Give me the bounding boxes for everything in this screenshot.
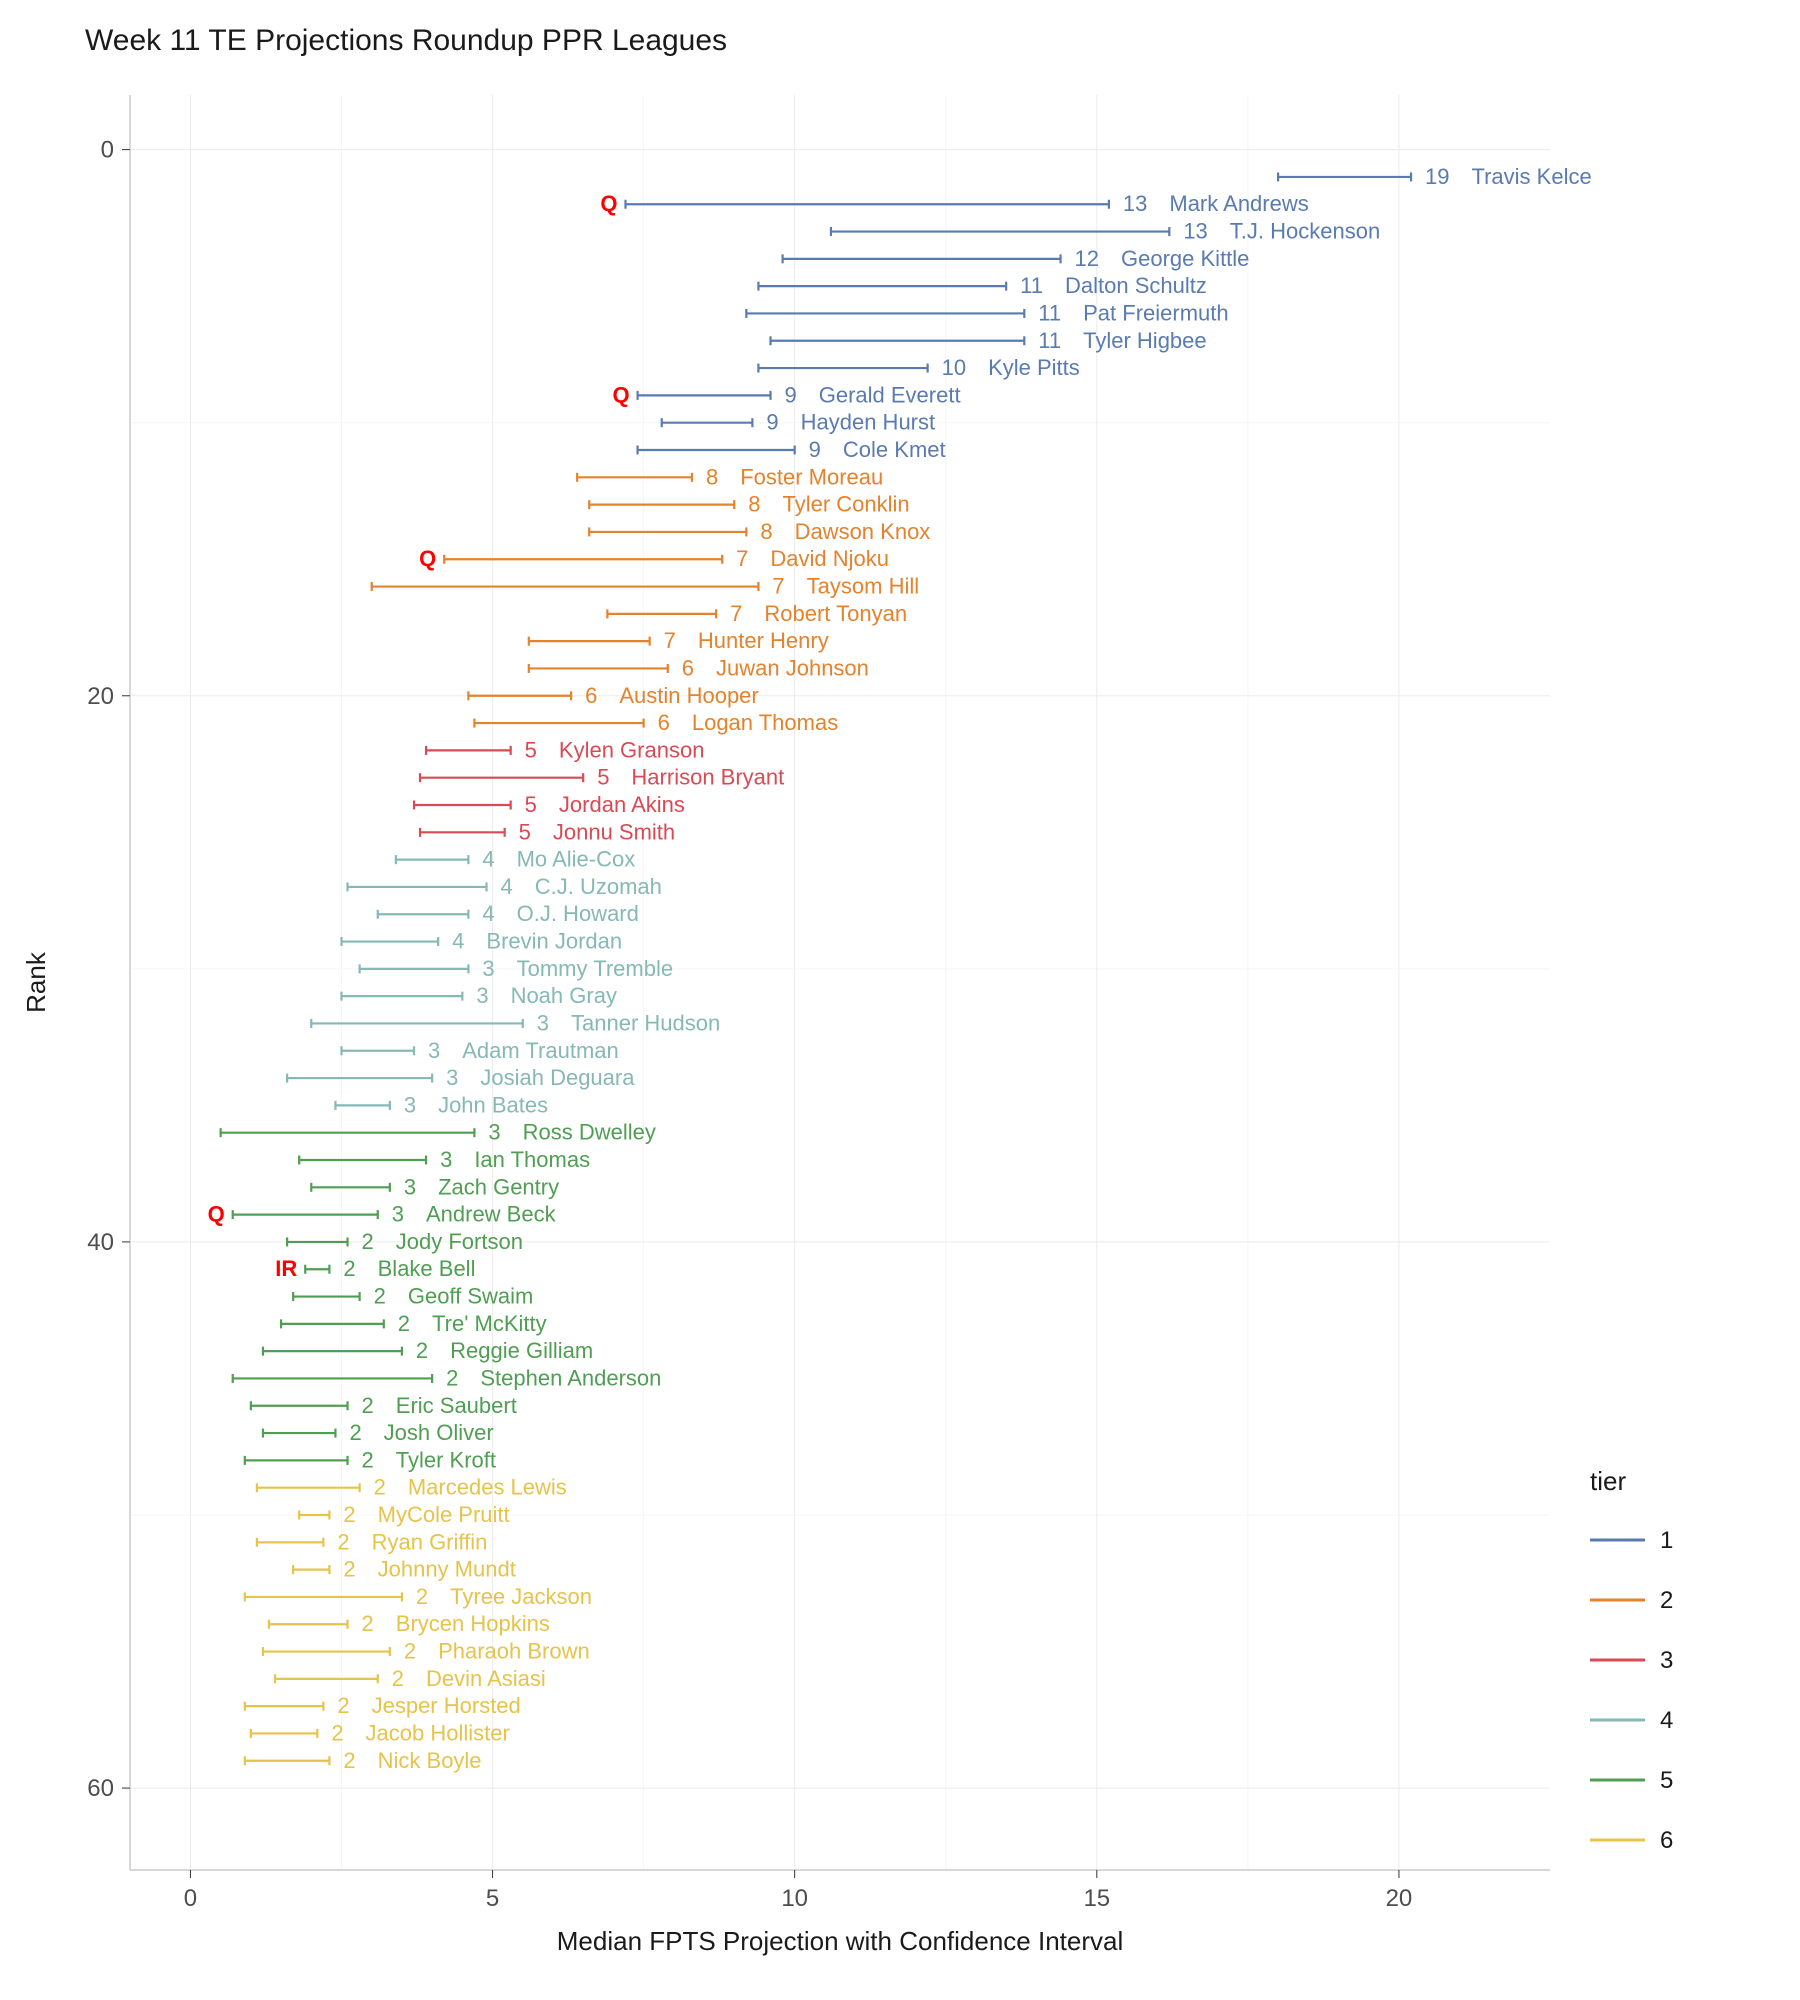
- player-label: 5 Jonnu Smith: [519, 819, 676, 844]
- chart-title: Week 11 TE Projections Roundup PPR Leagu…: [85, 24, 727, 57]
- player-label: 4 C.J. Uzomah: [501, 874, 662, 899]
- x-tick-label: 20: [1386, 1885, 1413, 1912]
- player-label: 6 Juwan Johnson: [682, 655, 869, 680]
- legend-label: 4: [1660, 1707, 1673, 1734]
- status-badge: Q: [208, 1202, 225, 1227]
- player-label: 11 Pat Freiermuth: [1038, 300, 1228, 325]
- legend-label: 6: [1660, 1827, 1673, 1854]
- status-badge: Q: [419, 546, 436, 571]
- y-axis-label: Rank: [21, 951, 51, 1013]
- x-tick-label: 15: [1083, 1885, 1110, 1912]
- player-label: 2 Jody Fortson: [362, 1229, 523, 1254]
- x-axis-label: Median FPTS Projection with Confidence I…: [557, 1926, 1124, 1956]
- player-label: 4 Mo Alie-Cox: [482, 847, 635, 872]
- player-label: 9 Gerald Everett: [785, 382, 961, 407]
- player-label: 10 Kyle Pitts: [942, 355, 1080, 380]
- y-tick-label: 20: [87, 683, 114, 710]
- player-label: 9 Hayden Hurst: [766, 410, 935, 435]
- player-label: 7 Robert Tonyan: [730, 601, 907, 626]
- player-label: 3 Josiah Deguara: [446, 1065, 635, 1090]
- player-label: 8 Tyler Conklin: [748, 492, 909, 517]
- player-label: 2 Tyler Kroft: [362, 1447, 496, 1472]
- player-label: 11 Dalton Schultz: [1020, 273, 1207, 298]
- player-label: 2 Jesper Horsted: [337, 1693, 520, 1718]
- chart-container: 051015200204060Median FPTS Projection wi…: [0, 0, 1800, 2000]
- player-label: 2 Reggie Gilliam: [416, 1338, 593, 1363]
- player-label: 4 Brevin Jordan: [452, 929, 622, 954]
- player-label: 2 Brycen Hopkins: [362, 1611, 550, 1636]
- player-label: 2 Tre' McKitty: [398, 1311, 547, 1336]
- legend-label: 1: [1660, 1527, 1673, 1554]
- player-label: 3 Zach Gentry: [404, 1174, 559, 1199]
- player-label: 8 Foster Moreau: [706, 464, 883, 489]
- y-tick-label: 0: [101, 137, 114, 164]
- player-label: 2 Marcedes Lewis: [374, 1475, 567, 1500]
- player-label: 2 Stephen Anderson: [446, 1365, 661, 1390]
- player-label: 2 Blake Bell: [343, 1256, 475, 1281]
- player-label: 8 Dawson Knox: [760, 519, 930, 544]
- player-label: 5 Kylen Granson: [525, 737, 705, 762]
- status-badge: Q: [612, 382, 629, 407]
- player-label: 3 Ross Dwelley: [488, 1120, 656, 1145]
- player-label: 2 Johnny Mundt: [343, 1557, 515, 1582]
- player-label: 2 Pharaoh Brown: [404, 1639, 590, 1664]
- player-label: 2 Eric Saubert: [362, 1393, 517, 1418]
- player-label: 2 Tyree Jackson: [416, 1584, 592, 1609]
- player-label: 5 Harrison Bryant: [597, 765, 784, 790]
- player-label: 6 Austin Hooper: [585, 683, 759, 708]
- player-label: 2 Nick Boyle: [343, 1748, 481, 1773]
- player-label: 3 Tanner Hudson: [537, 1010, 720, 1035]
- player-label: 2 Geoff Swaim: [374, 1284, 534, 1309]
- player-label: 3 Andrew Beck: [392, 1202, 557, 1227]
- y-tick-label: 60: [87, 1775, 114, 1802]
- legend-label: 3: [1660, 1647, 1673, 1674]
- player-label: 7 Taysom Hill: [772, 574, 919, 599]
- player-label: 2 Jacob Hollister: [331, 1720, 510, 1745]
- player-label: 2 Ryan Griffin: [337, 1529, 487, 1554]
- player-label: 3 John Bates: [404, 1092, 548, 1117]
- player-label: 6 Logan Thomas: [658, 710, 839, 735]
- x-tick-label: 0: [184, 1885, 197, 1912]
- player-label: 3 Ian Thomas: [440, 1147, 590, 1172]
- legend-label: 5: [1660, 1767, 1673, 1794]
- status-badge: IR: [275, 1256, 297, 1281]
- x-tick-label: 5: [486, 1885, 499, 1912]
- chart-svg: 051015200204060Median FPTS Projection wi…: [0, 0, 1800, 2000]
- legend: tier 1 2 3 4 5 6: [1590, 1466, 1673, 1854]
- player-label: 5 Jordan Akins: [525, 792, 685, 817]
- player-label: 13 Mark Andrews: [1123, 191, 1309, 216]
- player-label: 12 George Kittle: [1075, 246, 1250, 271]
- legend-label: 2: [1660, 1587, 1673, 1614]
- player-label: 2 Josh Oliver: [349, 1420, 493, 1445]
- player-label: 19 Travis Kelce: [1425, 164, 1592, 189]
- legend-title: tier: [1590, 1466, 1626, 1496]
- player-label: 2 Devin Asiasi: [392, 1666, 546, 1691]
- status-badge: Q: [600, 191, 617, 216]
- player-label: 11 Tyler Higbee: [1038, 328, 1206, 353]
- player-label: 2 MyCole Pruitt: [343, 1502, 509, 1527]
- player-label: 9 Cole Kmet: [809, 437, 946, 462]
- x-tick-label: 10: [781, 1885, 808, 1912]
- player-label: 3 Noah Gray: [476, 983, 617, 1008]
- player-label: 7 David Njoku: [736, 546, 889, 571]
- plot-panel: [130, 95, 1550, 1870]
- player-label: 4 O.J. Howard: [482, 901, 638, 926]
- player-label: 3 Tommy Tremble: [482, 956, 673, 981]
- player-label: 13 T.J. Hockenson: [1183, 219, 1380, 244]
- player-label: 7 Hunter Henry: [664, 628, 829, 653]
- player-label: 3 Adam Trautman: [428, 1038, 619, 1063]
- y-tick-label: 40: [87, 1229, 114, 1256]
